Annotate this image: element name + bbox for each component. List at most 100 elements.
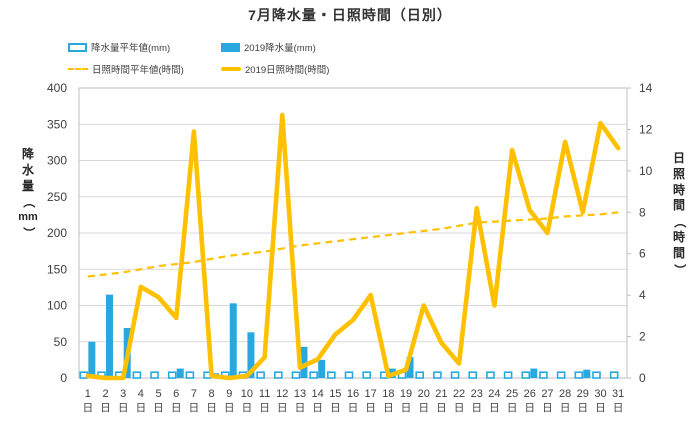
x-tick-label-day-unit: 日 [295, 402, 306, 414]
rain-bar-normal [486, 371, 495, 379]
x-tick-label-day-unit: 日 [471, 402, 482, 414]
x-tick-label-day-number: 21 [435, 388, 447, 400]
rain-bar-normal [150, 371, 159, 379]
right-axis-title: 日 照 時 間 （ 時 間 ） [672, 151, 687, 276]
rain-bar-normal [556, 371, 566, 379]
x-tick-label-day-unit: 日 [436, 402, 447, 414]
x-tick-label-day-unit: 日 [242, 402, 253, 414]
x-tick-label-day-unit: 日 [595, 402, 606, 414]
x-tick-label-day-unit: 日 [454, 402, 465, 414]
x-tick-label-day-unit: 日 [525, 402, 536, 414]
x-tick-label-day-number: 3 [120, 388, 126, 400]
rain-bar-normal [450, 371, 460, 379]
x-tick-label-day-unit: 日 [100, 402, 111, 414]
x-tick-label-day-number: 6 [173, 388, 179, 400]
x-tick-label-day-unit: 日 [613, 402, 624, 414]
right-tick-label: 12 [639, 122, 653, 136]
sunshine-line-normal [87, 211, 619, 278]
left-tick-label: 250 [47, 190, 67, 204]
rain-bar-normal [362, 371, 371, 379]
x-tick-label-day-number: 15 [329, 388, 341, 400]
x-tick-label-day-unit: 日 [489, 402, 500, 414]
rain-bar-normal [592, 371, 601, 379]
legend-label: 2019降水量(mm) [244, 43, 316, 54]
rain-bar-2019 [106, 294, 114, 378]
x-tick-label-day-number: 17 [365, 388, 377, 400]
rain-bar-normal [185, 371, 195, 379]
x-tick-label-day-number: 26 [524, 388, 536, 400]
x-tick-label-day-number: 10 [241, 388, 253, 400]
rain-bar-2019 [300, 346, 308, 378]
rain-bar-normal [309, 371, 318, 379]
rain-bar-normal [521, 371, 531, 379]
left-tick-label: 200 [47, 226, 67, 240]
x-tick-label-day-number: 20 [418, 388, 430, 400]
rain-bar-normal [256, 371, 265, 379]
legend-item-sun-normal: 日照時間平年値(時間) [68, 62, 184, 76]
x-tick-label-day-number: 9 [226, 388, 232, 400]
rain-bar-normal [327, 371, 336, 379]
x-tick-label-day-number: 13 [294, 388, 306, 400]
left-tick-label: 100 [47, 299, 67, 313]
x-tick-label-day-unit: 日 [136, 402, 147, 414]
legend-label: 降水量平年値(mm) [91, 43, 171, 54]
left-axis-title: 降 水 量 （ mm ） [18, 147, 38, 239]
rain-bar-2019 [530, 368, 538, 378]
legend: 降水量平年値(mm) 2019降水量(mm) 日照時間平年値(時間) 2019日… [68, 40, 428, 88]
rain-bar-2019 [229, 303, 237, 378]
x-tick-label-day-number: 12 [276, 388, 288, 400]
x-tick-label-day-unit: 日 [418, 402, 429, 414]
left-tick-label: 50 [54, 335, 68, 349]
x-tick-label-day-unit: 日 [401, 402, 412, 414]
rain-bar-normal [132, 371, 142, 379]
x-tick-label-day-number: 31 [612, 388, 624, 400]
x-tick-label-day-unit: 日 [348, 402, 359, 414]
x-tick-label-day-unit: 日 [206, 402, 217, 414]
solid-bar-swatch-icon [221, 42, 240, 52]
rain-bar-2019 [88, 341, 96, 378]
x-tick-label-day-unit: 日 [83, 402, 94, 414]
x-tick-label-day-number: 2 [102, 388, 108, 400]
x-tick-label-day-number: 24 [488, 388, 500, 400]
x-tick-label-day-number: 25 [506, 388, 518, 400]
rain-bar-normal [415, 371, 425, 379]
right-tick-label: 0 [639, 371, 646, 385]
x-tick-label-day-unit: 日 [277, 402, 288, 414]
sunshine-line-2019 [85, 112, 621, 381]
rain-bar-2019 [406, 356, 414, 378]
x-tick-label-day-unit: 日 [259, 402, 270, 414]
x-tick-label-day-number: 22 [453, 388, 465, 400]
rain-bar-normal [574, 371, 584, 379]
x-tick-label-day-number: 8 [209, 388, 215, 400]
legend-item-rain-2019: 2019降水量(mm) [221, 40, 316, 54]
x-tick-label-day-number: 16 [347, 388, 359, 400]
rain-bar-2019 [318, 359, 326, 378]
rain-bar-normal [344, 371, 354, 379]
rain-bar-normal [433, 371, 442, 379]
legend-label: 日照時間平年値(時間) [92, 65, 184, 76]
x-tick-label-day-unit: 日 [224, 402, 235, 414]
x-tick-label-day-unit: 日 [312, 402, 323, 414]
legend-item-sun-2019: 2019日照時間(時間) [221, 62, 329, 76]
x-tick-label-day-number: 1 [85, 388, 91, 400]
right-tick-label: 8 [639, 205, 646, 219]
x-tick-label-day-number: 29 [577, 388, 589, 400]
rain-bar-2019 [583, 369, 591, 378]
x-tick-label-day-number: 28 [559, 388, 571, 400]
x-tick-label-day-unit: 日 [560, 402, 571, 414]
x-tick-label-day-unit: 日 [383, 402, 394, 414]
hollow-bar-swatch-icon [68, 42, 87, 52]
left-tick-label: 400 [47, 81, 67, 95]
x-tick-label-day-unit: 日 [507, 402, 518, 414]
rain-bar-2019 [247, 332, 255, 378]
solid-line-swatch-icon [221, 66, 241, 72]
rain-bar-normal [167, 371, 177, 379]
dashed-line-swatch-icon [68, 68, 88, 70]
right-tick-label: 2 [639, 330, 646, 344]
rain-bar-normal [468, 371, 478, 379]
x-tick-label-day-unit: 日 [578, 402, 589, 414]
x-tick-label-day-number: 23 [471, 388, 483, 400]
right-tick-label: 6 [639, 247, 646, 261]
